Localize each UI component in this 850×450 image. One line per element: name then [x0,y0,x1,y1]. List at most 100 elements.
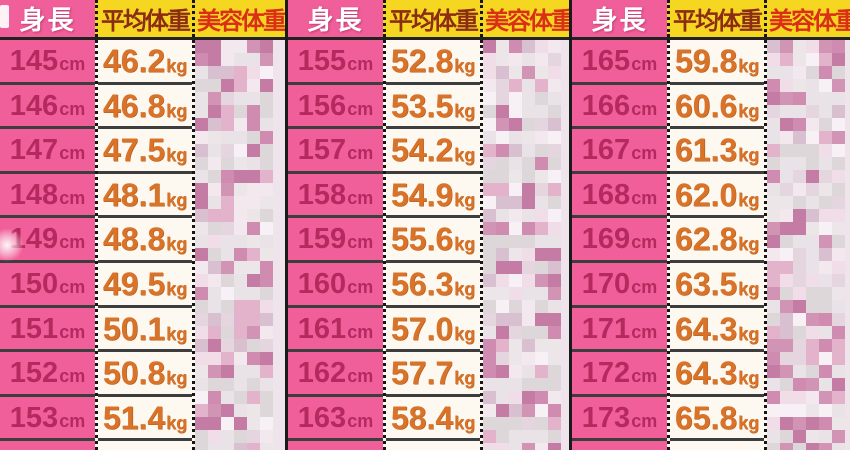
mosaic-tile [780,170,793,183]
mosaic-tile [780,209,793,222]
mosaic-tile [767,313,780,326]
mosaic-tile [221,157,234,170]
mosaic-tile [208,196,221,209]
average-weight-cell: 52.8 kg [386,40,480,85]
height-cell: 173 cm [572,397,667,442]
mosaic-tile [780,404,793,417]
height-unit: cm [347,366,374,387]
height-cell: 169 cm [572,218,667,263]
height-value: 160 [297,267,347,300]
mosaic-tile [793,365,806,378]
mosaic-tile [247,118,260,131]
mosaic-tile [221,183,234,196]
mosaic-tile [767,300,780,313]
mosaic-tile [195,430,208,443]
average-weight-cell: 64.3 kg [670,352,764,397]
mosaic-tile [548,196,561,209]
mosaic-tile [509,79,522,92]
mosaic-tile [535,235,548,248]
mosaic-tile [509,157,522,170]
mosaic-tile [806,326,819,339]
beauty-weight-column-header: 美容体重 [483,0,569,37]
average-weight-unit: kg [166,56,188,76]
average-weight-cell: 60.6 kg [670,85,764,130]
mosaic-tile [767,222,780,235]
mosaic-tile [509,40,522,53]
mosaic-tile [832,365,845,378]
mosaic-tile [221,430,234,443]
mosaic-tile [767,157,780,170]
mosaic-tile [522,339,535,352]
mosaic-tile [767,417,780,430]
mosaic-tile [509,183,522,196]
average-weight-value: 52.8 [390,43,454,79]
mosaic-tile [793,131,806,144]
mosaic-tile [548,378,561,391]
mosaic-tile [260,157,273,170]
mosaic-tile [195,79,208,92]
mosaic-tile [247,183,260,196]
mosaic-tile [234,339,247,352]
mosaic-tile [832,131,845,144]
mosaic-tile [208,248,221,261]
mosaic-tile [535,300,548,313]
mosaic-tile [496,196,509,209]
mosaic-tile [806,339,819,352]
mosaic-tile [496,235,509,248]
average-weight-value: 55.6 [390,221,454,258]
mosaic-tile [819,300,832,313]
mosaic-tile [832,261,845,274]
mosaic-tile [806,378,819,391]
height-value: 167 [581,134,631,167]
average-weight-value: 48.1 [102,176,166,213]
mosaic-tile [509,352,522,365]
mosaic-tile [819,287,832,300]
height-value: 159 [297,223,347,256]
average-weight-cell: 46.8 kg [98,85,192,130]
average-weight-cell: 65.8 kg [670,397,764,442]
panel-body: 145 cm 146 cm 147 cm 148 cm 149 cm 150 cm 151 cm 152 cm… [0,40,285,450]
mosaic-tile [806,209,819,222]
mosaic-tile [247,443,260,450]
average-weight-unit: kg [454,368,476,389]
height-unit: cm [59,143,86,164]
height-value: 156 [297,89,347,122]
mosaic-tile [793,183,806,196]
average-weight-column-header: 平均体重 [383,0,483,37]
height-cell: 161 cm [288,308,383,353]
mosaic-tile [221,40,234,53]
mosaic-tile [195,170,208,183]
mosaic-tile [793,443,806,450]
mosaic-tile [208,92,221,105]
mosaic-tile [767,144,780,157]
beauty-weight-column-header: 美容体重 [767,0,850,37]
mosaic-tile [234,404,247,417]
average-weight-value: 46.2 [102,43,166,79]
mosaic-tile [548,417,561,430]
mosaic-tile [793,222,806,235]
mosaic-tile [806,183,819,196]
mosaic-tile [195,235,208,248]
mosaic-tile [496,261,509,274]
mosaic-tile [208,300,221,313]
average-weight-value: 56.3 [390,265,454,302]
header-row: 身長 平均体重 美容体重 [0,0,285,40]
mosaic-tile [483,300,496,313]
mosaic-tile [793,105,806,118]
height-unit: cm [631,98,658,119]
mosaic-tile [780,339,793,352]
mosaic-tile [535,417,548,430]
mosaic-tile [548,209,561,222]
mosaic-tile [548,261,561,274]
mosaic-tile [234,92,247,105]
mosaic-tile [535,79,548,92]
mosaic-tile [780,66,793,79]
mosaic-tile [496,430,509,443]
mosaic-tile [780,287,793,300]
mosaic-tile [483,352,496,365]
mosaic-tile [195,287,208,300]
mosaic-tile [483,157,496,170]
height-unit: cm [631,276,658,297]
average-weight-column-header: 平均体重 [95,0,195,37]
average-weight-unit: kg [166,100,188,121]
